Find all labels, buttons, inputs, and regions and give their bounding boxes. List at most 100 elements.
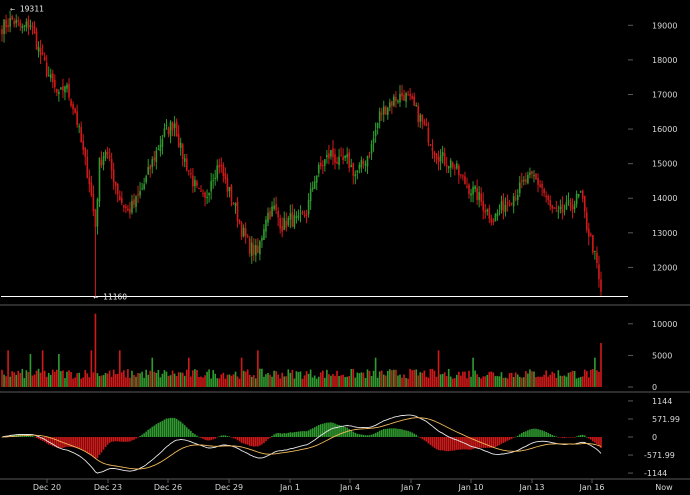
volume-bar [500,372,503,387]
volume-bar [289,372,292,387]
volume-bar [74,377,76,387]
candle-body [417,106,420,123]
macd-histogram-bar [27,435,30,437]
volume-bar [326,369,328,387]
candle-body [342,156,344,160]
volume-bar [596,370,598,387]
macd-histogram-bar [218,436,221,437]
macd-histogram-bar [590,437,592,440]
macd-histogram-bar [252,437,255,447]
macd-histogram-bar [70,437,72,448]
candle-body [198,188,200,190]
macd-histogram-bar [56,437,58,448]
candle-body [328,153,330,159]
volume-bar [261,368,263,387]
candle-body [460,174,462,176]
candle-body [139,191,141,196]
volume-bar [449,376,452,387]
macd-histogram-bar [370,434,373,437]
macd-histogram-bar [228,436,231,437]
volume-bar [100,375,103,387]
volume-bar [433,370,436,387]
candle-body [15,19,18,24]
volume-bar [441,373,444,387]
macd-histogram-bar [58,437,60,449]
macd-histogram-bar [354,432,357,437]
macd-histogram-bar [453,437,456,451]
volume-bar [368,370,371,387]
macd-histogram-bar [514,436,517,438]
macd-histogram-bar [271,436,273,437]
macd-histogram-bar [291,432,294,437]
volume-bar [334,375,336,387]
macd-histogram-bar [145,431,147,437]
candle-body [453,167,456,169]
volume-bar [194,369,196,387]
candle-body [311,187,314,190]
candle-body [571,206,574,210]
volume-bar [443,372,446,387]
candle-body [62,86,64,91]
macd-histogram-bar [47,437,50,445]
macd-histogram-bar [474,437,476,449]
candle-body [451,162,454,168]
macd-histogram-bar [198,436,200,438]
candle-body [529,172,531,175]
macd-histogram-bar [238,437,241,442]
macd-histogram-bar [41,437,44,441]
candle-body [208,192,210,196]
macd-histogram-bar [512,437,515,438]
volume-bar [108,370,111,387]
volume-bar [543,374,545,387]
candle-body [135,196,137,208]
candle-body [313,181,316,189]
volume-bar [112,369,115,387]
macd-line [1,414,602,474]
candle-body [594,250,596,252]
volume-bar [382,374,385,387]
candle-body [127,208,129,211]
macd-histogram-bar [202,437,204,439]
volume-tick-label: 0 [652,383,657,392]
candle-body [129,208,131,214]
macd-histogram-bar [397,428,399,437]
volume-bar [143,377,145,387]
macd-histogram-bar [592,437,594,442]
volume-bar [297,372,300,387]
volume-bar [64,378,66,387]
macd-histogram-bar [330,422,332,437]
macd-histogram-bar [29,435,32,437]
volume-bar [340,375,342,387]
candle-body [51,73,54,83]
candle-body [17,20,20,22]
macd-histogram-bar [421,437,424,440]
macd-signal-line [1,417,602,470]
x-tick-label: Jan 7 [400,483,421,492]
volume-bar [451,378,454,387]
candle-body [153,157,156,161]
candle-body [324,159,326,166]
volume-bar [407,378,409,387]
candle-body [299,213,302,215]
volume-bar [525,371,527,387]
candle-body [165,124,168,126]
macd-histogram-bar [173,417,176,437]
macd-histogram-bar [502,437,505,443]
macd-histogram-bar [577,435,580,437]
candle-body [273,205,275,209]
low-annotation: ← 11160 [93,292,127,301]
volume-bar [226,374,229,387]
candle-body [435,153,438,160]
volume-bar [549,374,552,387]
macd-histogram-bar [165,418,168,437]
macd-histogram-bar [161,420,164,437]
volume-bar [41,350,44,387]
candle-body [403,94,405,101]
macd-histogram-bar [456,437,458,450]
candle-body [504,204,507,212]
macd-histogram-bar [25,435,28,437]
volume-bar [486,374,489,387]
macd-histogram-bar [364,435,367,437]
volume-bar [399,374,401,387]
